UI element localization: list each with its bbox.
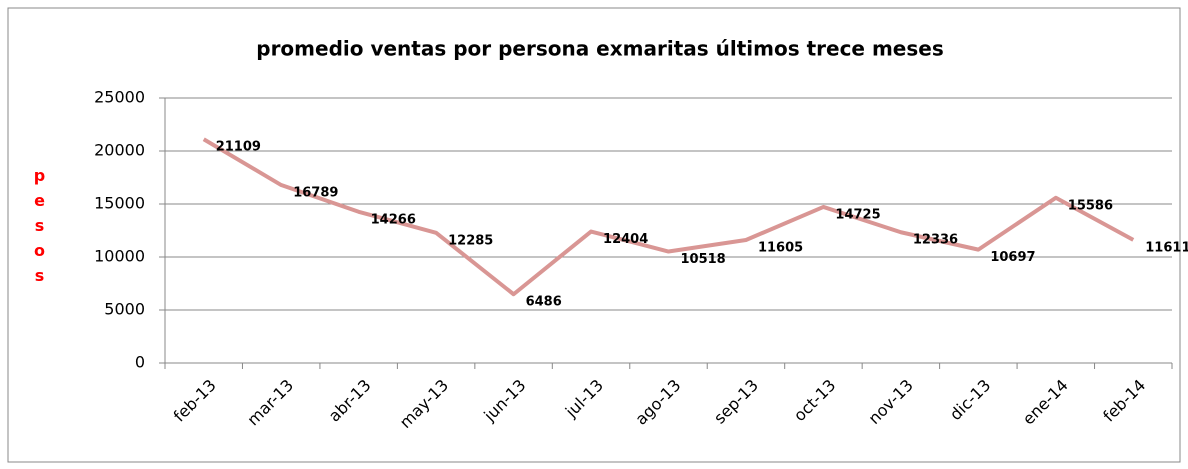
data-label: 12336 bbox=[913, 233, 958, 248]
x-tick-label: feb-13 bbox=[170, 376, 220, 426]
y-tick-label: 0 bbox=[135, 353, 145, 372]
y-tick-label: 25000 bbox=[94, 88, 145, 107]
x-tick-label: feb-14 bbox=[1099, 376, 1149, 426]
data-line bbox=[202, 137, 1135, 297]
chart-title: promedio ventas por persona exmaritas úl… bbox=[256, 37, 943, 61]
data-label: 21109 bbox=[216, 140, 261, 155]
x-tick-label: jul-13 bbox=[561, 376, 607, 422]
data-label: 10697 bbox=[990, 250, 1035, 265]
data-label: 10518 bbox=[681, 252, 726, 267]
y-tick-label: 5000 bbox=[104, 300, 145, 319]
x-tick-label: ago-13 bbox=[631, 376, 684, 429]
data-label: 6486 bbox=[526, 295, 562, 310]
data-label: 11611 bbox=[1145, 240, 1188, 255]
x-tick-label: may-13 bbox=[396, 376, 452, 432]
data-label: 15586 bbox=[1068, 198, 1113, 213]
y-axis-label: pesos bbox=[30, 166, 49, 291]
chart-frame bbox=[7, 7, 1181, 463]
data-label: 14725 bbox=[835, 207, 880, 222]
x-tick-label: abr-13 bbox=[325, 376, 375, 426]
x-tick-label: mar-13 bbox=[243, 376, 297, 430]
x-tick-label: dic-13 bbox=[946, 376, 994, 424]
x-tick-label: ene-14 bbox=[1019, 376, 1072, 429]
data-label: 11605 bbox=[758, 240, 803, 255]
data-label: 12404 bbox=[603, 232, 648, 247]
data-label: 12285 bbox=[448, 233, 493, 248]
data-label: 16789 bbox=[293, 186, 338, 201]
x-tick-label: nov-13 bbox=[864, 376, 916, 428]
y-tick-label: 20000 bbox=[94, 141, 145, 160]
y-tick-label: 15000 bbox=[94, 194, 145, 213]
x-tick-label: jun-13 bbox=[479, 376, 529, 426]
y-tick-label: 10000 bbox=[94, 247, 145, 266]
x-tick-label: sep-13 bbox=[710, 376, 762, 428]
x-tick-label: oct-13 bbox=[790, 376, 839, 425]
data-label: 14266 bbox=[371, 212, 416, 227]
